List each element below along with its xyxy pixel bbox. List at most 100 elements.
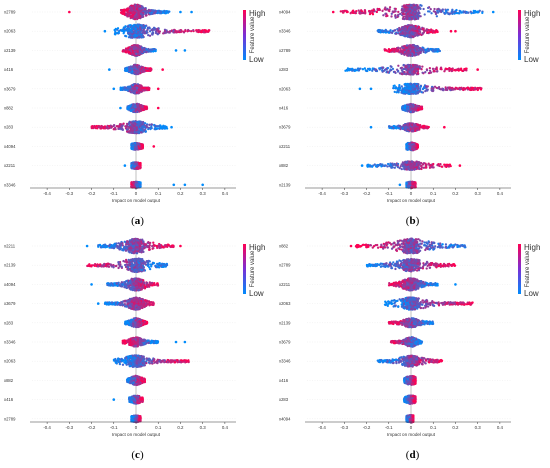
shap-point (172, 29, 175, 32)
shap-point (100, 126, 103, 129)
shap-point (136, 45, 140, 48)
shap-point (134, 3, 137, 7)
beeswarm-row (103, 23, 211, 39)
shap-point (123, 86, 126, 89)
shap-point (179, 10, 182, 14)
shap-point (357, 9, 360, 12)
shap-point (122, 50, 126, 53)
shap-point (403, 26, 406, 29)
shap-point (135, 25, 138, 28)
shap-point (207, 29, 210, 32)
shap-point (395, 32, 398, 35)
shap-point (148, 123, 151, 126)
shap-point (448, 13, 451, 16)
shap-point (122, 122, 125, 125)
shap-point (138, 46, 142, 49)
shap-point (131, 121, 135, 124)
shap-point (133, 68, 136, 72)
shap-point (125, 12, 128, 16)
shap-point (190, 10, 193, 14)
shap-point (144, 66, 147, 70)
shap-point (127, 106, 131, 109)
shap-point (142, 28, 146, 31)
shap-point (140, 90, 143, 93)
shap-point (385, 29, 388, 32)
shap-point (441, 8, 444, 11)
shap-point (388, 8, 391, 11)
shap-point (134, 67, 138, 71)
shap-point (145, 50, 148, 54)
shap-point (106, 127, 109, 130)
beeswarm-row (376, 24, 457, 39)
shap-point (154, 126, 157, 130)
shap-point (431, 29, 434, 33)
shap-point (372, 9, 375, 12)
colorbar-high-label: High (249, 9, 265, 18)
shap-point (138, 184, 142, 187)
shap-point (405, 15, 409, 18)
shap-point (136, 17, 139, 21)
shap-point (133, 63, 136, 67)
shap-point (135, 144, 138, 148)
shap-point (413, 16, 416, 19)
feature-label: x2789 (279, 48, 291, 53)
shap-point (141, 68, 144, 71)
shap-point (124, 34, 127, 38)
shap-point (389, 29, 392, 32)
beeswarm-row (123, 161, 142, 171)
feature-label: x3346 (4, 182, 16, 187)
shap-point (386, 14, 389, 17)
shap-point (112, 128, 116, 131)
shap-point (118, 127, 121, 130)
beeswarm-row (90, 119, 173, 135)
shap-point (68, 10, 71, 14)
shap-point (127, 122, 131, 125)
shap-point (183, 183, 187, 187)
shap-point (429, 30, 432, 34)
shap-point (136, 183, 139, 186)
shap-point (204, 29, 207, 33)
shap-point (122, 26, 125, 29)
shap-point (136, 131, 139, 134)
shap-point (467, 11, 470, 14)
shap-point (435, 15, 438, 18)
shap-point (377, 30, 380, 34)
x-axis-label: Impact on model output (112, 198, 161, 203)
shap-point (414, 24, 417, 28)
shap-point (397, 10, 400, 14)
shap-point (130, 7, 133, 11)
shap-point (422, 7, 425, 11)
shap-point (131, 127, 134, 131)
shap-point (446, 8, 450, 11)
shap-point (161, 125, 164, 128)
shap-point (384, 12, 387, 15)
shap-point (156, 106, 160, 110)
shap-point (134, 142, 137, 145)
shap-point (184, 29, 187, 33)
shap-point (351, 11, 354, 14)
shap-point (390, 12, 393, 15)
shap-point (141, 120, 145, 124)
shap-point (145, 11, 148, 14)
shap-point (138, 127, 142, 131)
shap-point (381, 30, 384, 34)
shap-point (136, 167, 139, 170)
shap-point (396, 27, 399, 31)
shap-point (138, 66, 141, 70)
shap-point (143, 32, 147, 35)
shap-point (130, 147, 133, 150)
colorbar-title: Feature value (250, 16, 256, 53)
x-tick-label: -0.2 (88, 191, 96, 196)
shap-point (130, 36, 133, 39)
shap-point (129, 126, 132, 130)
shap-point (137, 24, 141, 27)
shap-point (401, 32, 404, 35)
shap-point (127, 12, 130, 15)
shap-point (148, 30, 152, 33)
shap-point (415, 7, 418, 10)
shap-point (394, 7, 397, 11)
feature-label: x2211 (4, 163, 16, 168)
shap-point (135, 127, 138, 130)
shap-point (152, 26, 156, 29)
shap-point (143, 30, 146, 33)
